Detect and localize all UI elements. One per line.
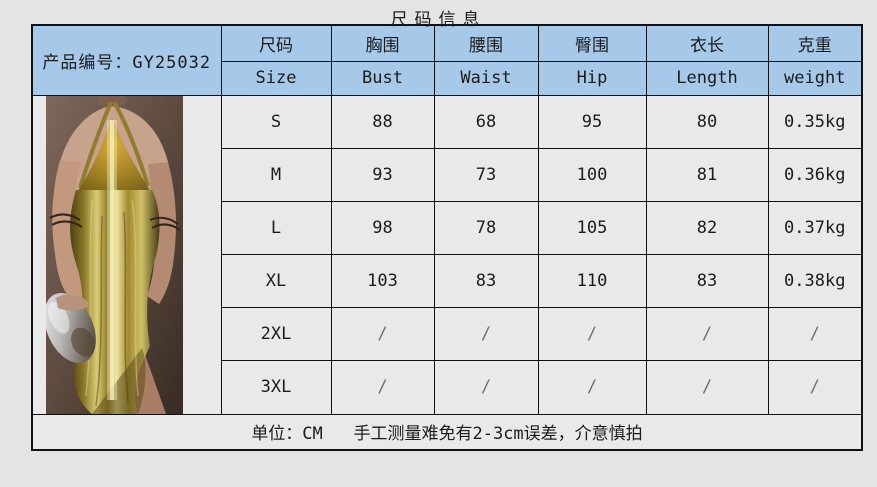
table-row: 2XL / / / / / xyxy=(32,307,863,362)
cell-weight: 0.38kg xyxy=(767,253,863,309)
cell-waist: 83 xyxy=(433,253,539,309)
cell-hip: / xyxy=(537,360,647,415)
cell-length: / xyxy=(645,307,769,362)
cell-length: 83 xyxy=(645,253,769,309)
product-image-cell xyxy=(31,94,222,415)
col-header-weight-cn: 克重 xyxy=(767,24,863,62)
col-header-length-en: Length xyxy=(645,60,769,96)
table-row: L 98 78 105 82 0.37kg xyxy=(32,200,863,255)
product-photo xyxy=(33,96,220,413)
col-header-size-en: Size xyxy=(220,60,332,96)
cell-length: 82 xyxy=(645,200,769,255)
cell-size: L xyxy=(220,200,332,255)
table-row: 3XL / / / / / xyxy=(32,360,863,415)
cell-waist: / xyxy=(433,307,539,362)
header-row-en: Size Bust Waist Hip Length weight xyxy=(32,60,863,96)
cell-weight: / xyxy=(767,307,863,362)
col-header-hip-cn: 臀围 xyxy=(537,24,647,62)
size-chart-table: 产品编号：GY25032 尺码 胸围 腰围 臀围 衣长 克重 Size Bust… xyxy=(31,24,863,451)
col-header-length-cn: 衣长 xyxy=(645,24,769,62)
cell-hip: / xyxy=(537,307,647,362)
cell-hip: 100 xyxy=(537,147,647,202)
cell-waist: 78 xyxy=(433,200,539,255)
measurement-note: 单位：CM 手工测量难免有2-3cm误差，介意慎拍 xyxy=(31,413,863,451)
cell-weight: 0.35kg xyxy=(767,94,863,149)
cell-weight: 0.36kg xyxy=(767,147,863,202)
cell-bust: / xyxy=(330,307,435,362)
cell-weight: 0.37kg xyxy=(767,200,863,255)
table-row: S 88 68 95 80 0.35kg xyxy=(31,94,863,415)
product-photo-illustration xyxy=(46,96,183,413)
cell-size: 3XL xyxy=(220,360,332,415)
cell-bust: 98 xyxy=(330,200,435,255)
col-header-hip-en: Hip xyxy=(537,60,647,96)
cell-hip: 110 xyxy=(537,253,647,309)
table-row: XL 103 83 110 83 0.38kg xyxy=(32,253,863,309)
cell-size: XL xyxy=(220,253,332,309)
col-header-waist-cn: 腰围 xyxy=(433,24,539,62)
cell-hip: 95 xyxy=(537,94,647,149)
cell-weight: / xyxy=(767,360,863,415)
cell-hip: 105 xyxy=(537,200,647,255)
col-header-waist-en: Waist xyxy=(433,60,539,96)
cell-length: 80 xyxy=(645,94,769,149)
page-title: 尺码信息 xyxy=(390,10,487,30)
header-row-cn: 产品编号：GY25032 尺码 胸围 腰围 臀围 衣长 克重 xyxy=(31,24,863,96)
col-header-weight-en: weight xyxy=(767,60,863,96)
cell-length: / xyxy=(645,360,769,415)
cell-bust: 88 xyxy=(330,94,435,149)
cell-size: S xyxy=(220,94,332,149)
cell-bust: / xyxy=(330,360,435,415)
col-header-bust-en: Bust xyxy=(330,60,435,96)
footer-row: 单位：CM 手工测量难免有2-3cm误差，介意慎拍 xyxy=(31,413,863,451)
product-code-cell: 产品编号：GY25032 xyxy=(31,24,222,96)
cell-bust: 93 xyxy=(330,147,435,202)
cell-length: 81 xyxy=(645,147,769,202)
cell-waist: 73 xyxy=(433,147,539,202)
cell-waist: 68 xyxy=(433,94,539,149)
cell-waist: / xyxy=(433,360,539,415)
cell-bust: 103 xyxy=(330,253,435,309)
col-header-size-cn: 尺码 xyxy=(220,24,332,62)
table-row: M 93 73 100 81 0.36kg xyxy=(32,147,863,202)
cell-size: M xyxy=(220,147,332,202)
cell-size: 2XL xyxy=(220,307,332,362)
